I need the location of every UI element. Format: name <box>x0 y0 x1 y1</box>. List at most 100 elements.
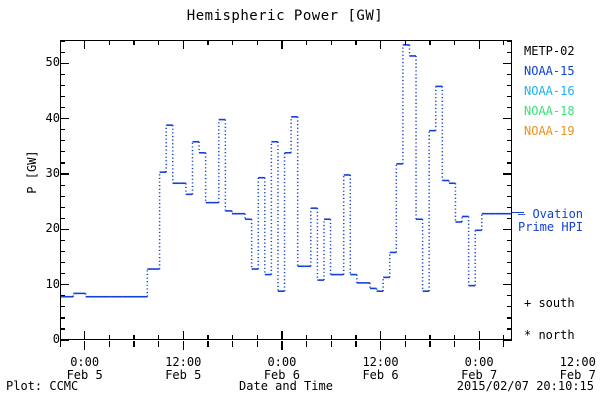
x-tick-mark <box>404 335 406 340</box>
y-axis-ticks: 0 10 20 30 40 50 <box>0 0 60 400</box>
x-tick-label: 0:00 Feb 5 <box>50 356 120 382</box>
y-tick-mark <box>60 40 65 42</box>
x-tick-mark-outer <box>133 341 135 347</box>
south-marker-note: + south <box>524 296 575 310</box>
x-tick-label: 12:00 Feb 7 <box>543 356 600 382</box>
x-tick-mark <box>59 40 61 45</box>
y-tick-label: 20 <box>45 221 60 236</box>
series-ovation-prime-hpi <box>61 44 511 298</box>
ovation-line-2: Prime HPI <box>518 220 584 234</box>
x-tick-mark <box>478 331 480 340</box>
x-tick-mark-outer <box>207 341 209 347</box>
x-tick-mark-outer <box>380 341 382 350</box>
legend-entry-noaa-15: NOAA-15 <box>524 64 575 78</box>
x-tick-label-date: Feb 5 <box>66 368 103 382</box>
y-tick-mark <box>60 107 65 109</box>
y-tick-label: 40 <box>45 110 60 125</box>
north-marker-note: * north <box>524 328 575 342</box>
x-tick-mark-outer <box>281 341 283 350</box>
x-tick-mark <box>306 40 308 45</box>
y-tick-label: 0 <box>52 332 60 346</box>
x-tick-mark <box>232 40 234 45</box>
x-tick-mark-outer <box>182 341 184 350</box>
x-tick-mark-outer <box>108 341 110 347</box>
x-tick-label-time: 0:00 <box>464 355 494 369</box>
y-tick-mark <box>60 284 69 286</box>
y-tick-mark <box>60 151 65 153</box>
y-tick-mark <box>507 184 512 186</box>
y-tick-mark <box>507 317 512 319</box>
y-tick-mark <box>503 118 512 120</box>
x-tick-mark <box>59 335 61 340</box>
y-tick-mark <box>60 173 69 175</box>
x-tick-mark <box>404 40 406 45</box>
y-tick-mark <box>60 228 69 230</box>
x-tick-mark <box>207 335 209 340</box>
y-tick-mark <box>503 173 512 175</box>
data-trace-ovation-prime-hpi <box>61 44 511 298</box>
y-tick-mark <box>507 273 512 275</box>
y-tick-mark <box>60 239 65 242</box>
y-tick-mark <box>507 51 512 53</box>
y-tick-mark <box>60 84 65 87</box>
y-tick-mark <box>60 317 65 319</box>
ovation-level-marker <box>512 211 524 214</box>
y-tick-mark <box>507 84 512 87</box>
x-tick-mark <box>330 40 332 45</box>
y-tick-mark <box>60 328 65 330</box>
y-tick-mark <box>60 51 65 53</box>
ovation-line-1: — Ovation <box>518 207 584 221</box>
y-tick-mark <box>507 107 512 109</box>
x-tick-mark <box>453 335 456 340</box>
x-tick-label-time: 12:00 <box>559 355 596 369</box>
x-tick-mark <box>133 335 135 340</box>
x-tick-label-time: 0:00 <box>267 355 297 369</box>
x-tick-mark <box>158 335 160 340</box>
x-tick-label-date: Feb 7 <box>559 368 596 382</box>
x-tick-mark <box>355 40 357 45</box>
x-tick-label-date: Feb 6 <box>362 368 399 382</box>
ovation-annotation: — Ovation Prime HPI <box>518 208 583 234</box>
timestamp: 2015/02/07 20:10:15 <box>456 379 594 393</box>
x-tick-mark <box>503 335 505 340</box>
x-tick-mark <box>84 331 86 340</box>
y-tick-mark <box>60 62 69 64</box>
y-tick-mark <box>60 162 65 164</box>
x-tick-mark <box>453 40 456 45</box>
y-tick-label: 10 <box>45 276 60 291</box>
y-tick-label: 30 <box>45 165 60 180</box>
y-tick-mark <box>507 295 512 297</box>
x-tick-mark-outer <box>84 341 86 350</box>
x-axis-label: Date and Time <box>239 379 333 393</box>
y-tick-mark <box>503 339 512 341</box>
x-tick-mark-outer <box>503 341 505 347</box>
x-tick-mark <box>380 331 382 340</box>
y-tick-mark <box>507 73 512 75</box>
x-tick-mark <box>429 40 431 45</box>
x-tick-mark <box>429 335 431 340</box>
y-tick-mark <box>507 328 512 330</box>
y-tick-mark <box>60 217 65 219</box>
y-tick-mark <box>507 262 512 264</box>
y-tick-mark <box>60 206 65 208</box>
legend-entry-noaa-18: NOAA-18 <box>524 104 575 118</box>
x-tick-mark-outer <box>306 341 308 347</box>
y-tick-mark <box>507 129 512 131</box>
x-tick-mark-outer <box>59 341 61 347</box>
y-tick-mark <box>60 339 69 341</box>
legend-entry-metp-02: METP-02 <box>524 44 575 58</box>
x-tick-label-time: 12:00 <box>362 355 399 369</box>
y-tick-mark <box>60 306 65 308</box>
y-tick-mark <box>507 40 512 42</box>
x-tick-mark <box>330 335 332 340</box>
y-tick-mark <box>60 184 65 186</box>
legend-entry-noaa-16: NOAA-16 <box>524 84 575 98</box>
y-tick-mark <box>507 250 512 253</box>
x-tick-mark <box>133 40 135 45</box>
x-tick-mark-outer <box>232 341 234 347</box>
legend-entry-noaa-19: NOAA-19 <box>524 124 575 138</box>
y-tick-mark <box>507 140 512 142</box>
x-tick-mark <box>232 335 234 340</box>
y-tick-mark <box>60 195 65 197</box>
